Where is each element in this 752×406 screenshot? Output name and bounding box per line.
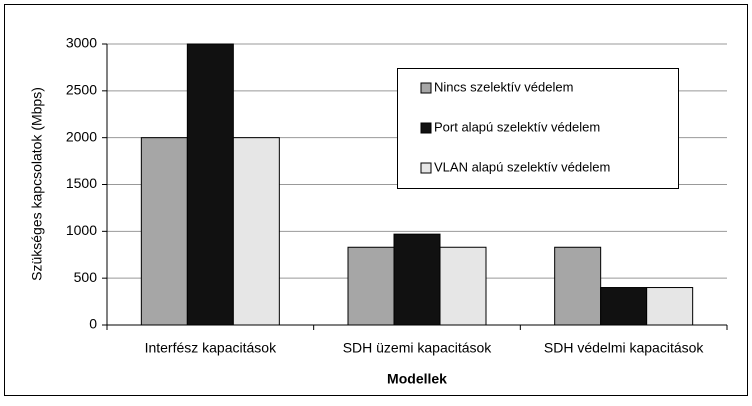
- bar: [232, 137, 280, 326]
- legend-swatch: [420, 82, 432, 94]
- legend-label: VLAN alapú szelektív védelem: [434, 159, 610, 174]
- bar: [140, 137, 188, 326]
- x-axis-label: Modellek: [387, 371, 447, 387]
- y-tick-label: 500: [74, 269, 98, 285]
- y-tick-label: 2500: [66, 82, 97, 98]
- y-tick-label: 1500: [66, 175, 97, 191]
- bar: [646, 287, 694, 326]
- y-tick-label: 2000: [66, 128, 97, 144]
- legend-swatch: [420, 162, 432, 174]
- y-axis-label: Szükséges kapcsolatok (Mbps): [29, 87, 45, 281]
- bar: [600, 287, 648, 326]
- x-tick-label: SDH védelmi kapacitások: [544, 340, 705, 356]
- x-tick-label: Interfész kapacitások: [145, 340, 278, 356]
- bar: [439, 246, 487, 326]
- y-tick-label: 0: [89, 316, 97, 332]
- x-tick-label: SDH üzemi kapacitások: [343, 340, 493, 356]
- legend-swatch: [420, 122, 432, 134]
- bar: [347, 246, 395, 326]
- legend-label: Port alapú szelektív védelem: [434, 119, 600, 134]
- legend-box: [397, 68, 679, 189]
- bar: [186, 43, 234, 326]
- y-tick-label: 1000: [66, 222, 97, 238]
- bar: [554, 246, 602, 326]
- legend-label: Nincs szelektív védelem: [434, 79, 573, 94]
- y-tick-label: 3000: [66, 35, 97, 51]
- bar: [393, 233, 441, 326]
- chart-border: [4, 4, 748, 396]
